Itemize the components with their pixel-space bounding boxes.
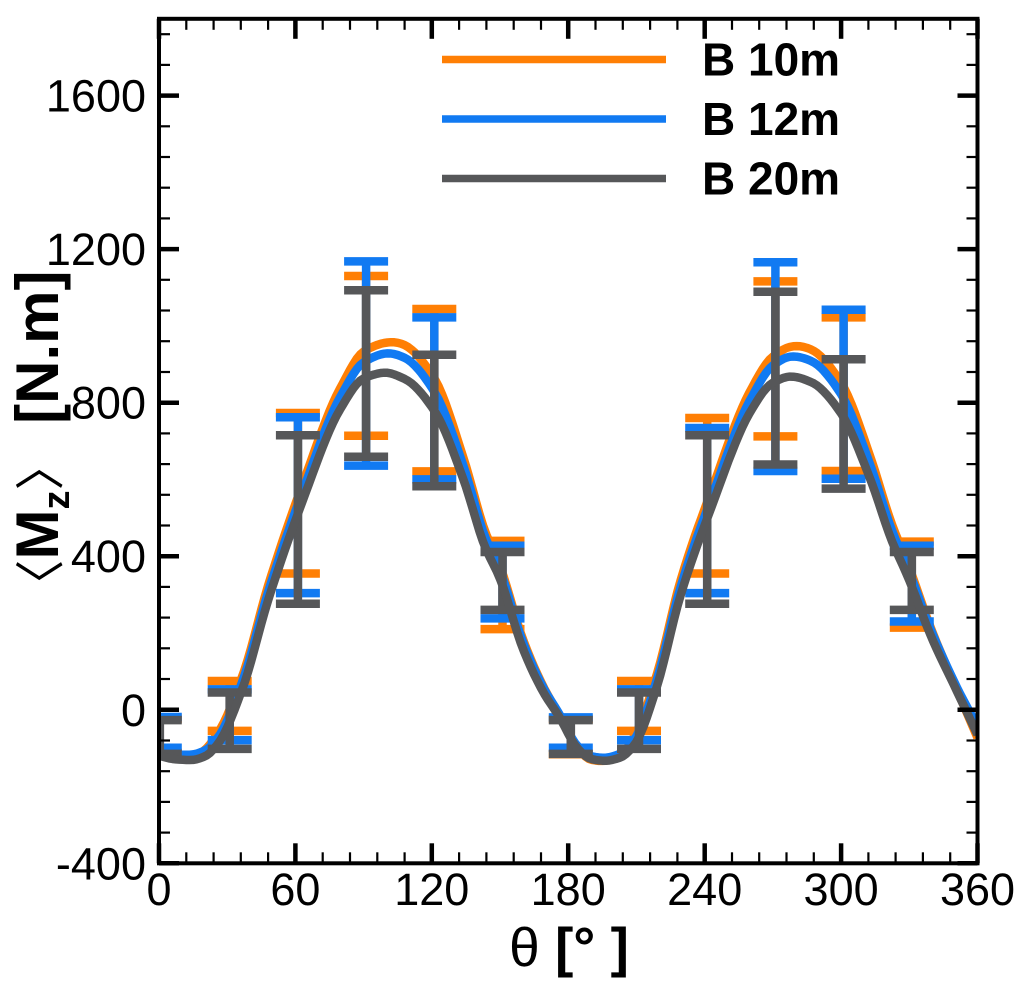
svg-text:300: 300 [804, 864, 879, 915]
svg-text:800: 800 [71, 378, 146, 429]
svg-text:B 12m: B 12m [702, 93, 840, 145]
svg-text:1600: 1600 [46, 71, 146, 122]
svg-text:0: 0 [146, 864, 171, 915]
svg-text:360: 360 [940, 864, 1015, 915]
svg-text:B 10m: B 10m [702, 34, 840, 86]
svg-text:120: 120 [394, 864, 469, 915]
svg-text:400: 400 [71, 531, 146, 582]
svg-text:θ [° ]: θ [° ] [509, 916, 629, 978]
svg-text:240: 240 [667, 864, 742, 915]
svg-text:B 20m: B 20m [702, 153, 840, 205]
svg-text:0: 0 [121, 685, 146, 736]
svg-text:60: 60 [270, 864, 320, 915]
svg-text:180: 180 [531, 864, 606, 915]
svg-text:1200: 1200 [46, 224, 146, 275]
svg-text:-400: -400 [56, 838, 146, 889]
svg-text:〈Mz〉 [N.m]: 〈Mz〉 [N.m] [4, 271, 78, 610]
